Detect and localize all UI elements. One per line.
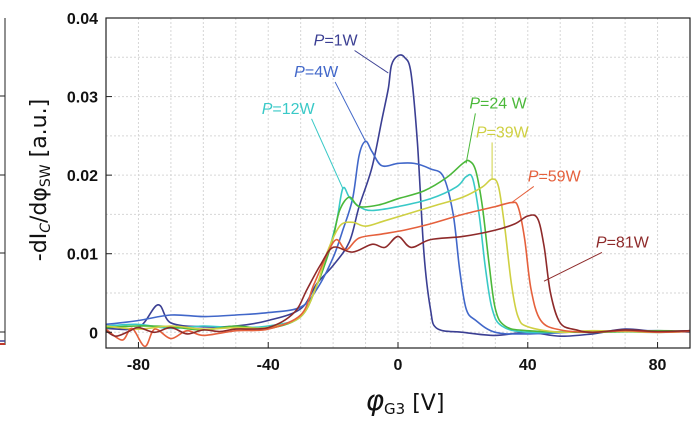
annotation-leader-line: [311, 118, 344, 189]
x-tick-label: 0: [394, 357, 403, 374]
annotation-leader-line: [543, 251, 603, 282]
x-axis-subscript: G3: [384, 400, 405, 418]
x-axis-unit: [V]: [412, 391, 444, 416]
x-tick-label: -80: [127, 357, 150, 374]
x-axis-symbol: φ: [366, 384, 385, 417]
annotation-leader-line: [511, 186, 535, 204]
y-tick-label: 0.04: [67, 11, 98, 28]
neighbor-panel-fragment: [0, 18, 6, 345]
axis-ticks: -80 -40 0 40 80 0 0.01 0.02 0.03 0.04: [67, 11, 667, 374]
y-axis-sub1: C: [38, 223, 54, 233]
y-axis-mid: /dφ: [27, 187, 52, 223]
y-tick-label: 0.02: [67, 168, 98, 185]
y-tick-label: 0.01: [67, 247, 98, 264]
y-axis-unit: [a.u.]: [27, 99, 52, 158]
grid-lines: [105, 17, 691, 348]
y-axis-sub2: SW: [38, 164, 54, 187]
annotation-leader-line: [354, 50, 389, 74]
series-annotation: P=12W: [262, 101, 316, 118]
y-tick-label: 0: [89, 325, 98, 342]
y-axis-prefix: -dI: [27, 233, 52, 261]
y-tick-label: 0.03: [67, 90, 98, 107]
x-tick-label: 80: [649, 357, 667, 374]
series-annotation: P=59W: [528, 168, 582, 185]
x-axis-label: φG3 [V]: [366, 384, 445, 418]
series-annotation: P=39W: [476, 124, 530, 141]
series-line: [106, 140, 690, 335]
series-annotation: P=4W: [294, 64, 339, 81]
series-annotation: P=1W: [314, 33, 359, 50]
x-tick-label: 40: [519, 357, 537, 374]
series-annotation: P=81W: [596, 234, 650, 251]
series-line: [106, 201, 690, 348]
annotation-leader-line: [334, 81, 367, 142]
annotations-group: P=1W P=4W P=12W P=24 W P=39W P=59W P=81W: [262, 33, 650, 282]
y-axis-label: -dIC/dφSW [a.u.]: [27, 99, 54, 261]
x-tick-label: -40: [257, 357, 280, 374]
series-annotation: P=24 W: [469, 95, 527, 112]
series-line: [106, 214, 690, 338]
series-line: [106, 178, 690, 334]
series-group: [106, 54, 690, 348]
annotation-leader-line: [465, 113, 476, 164]
